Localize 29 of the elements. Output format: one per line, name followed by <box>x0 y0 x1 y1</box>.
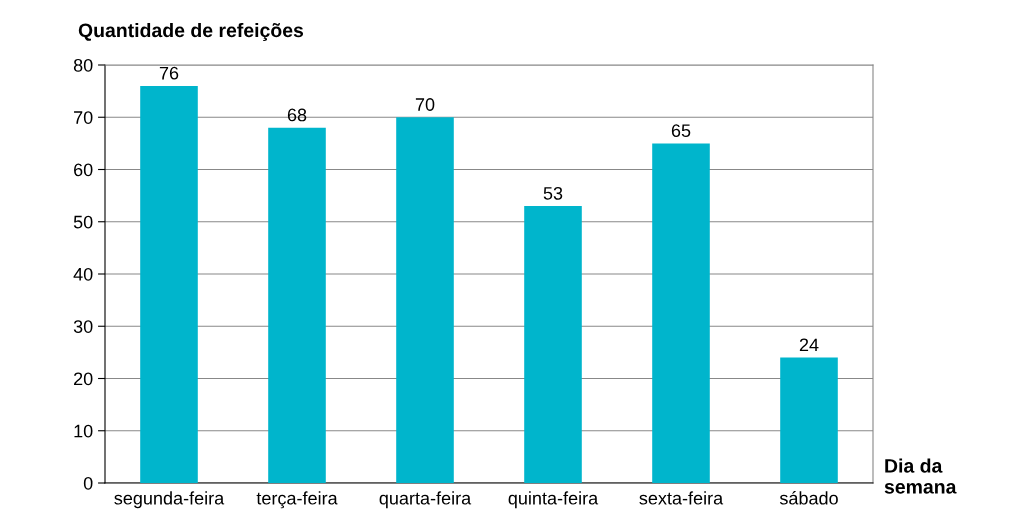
bar <box>140 85 198 483</box>
data-label: 76 <box>159 66 179 80</box>
y-tick-label: 70 <box>74 111 93 124</box>
data-label: 24 <box>799 338 819 352</box>
data-label: 53 <box>543 186 563 200</box>
x-tick-label: quinta-feira <box>508 491 599 509</box>
data-label: 70 <box>415 98 435 111</box>
x-tick-label: quarta-feira <box>379 491 472 509</box>
x-tick-label: terça-feira <box>256 491 338 509</box>
y-tick-label: 30 <box>73 320 93 333</box>
y-axis-title: Quantidade de refeições <box>78 22 304 42</box>
y-tick-label: 80 <box>73 58 93 72</box>
y-tick-label: 20 <box>74 372 93 386</box>
x-tick-label: sexta-feira <box>639 491 724 505</box>
bar <box>652 143 710 483</box>
bar <box>268 127 326 483</box>
y-tick-label: 0 <box>83 476 93 490</box>
bar <box>396 117 454 483</box>
x-tick-label: segunda-feira <box>114 491 225 509</box>
y-tick-label: 60 <box>74 163 93 177</box>
bar <box>780 357 838 483</box>
y-tick-label: 40 <box>73 267 93 281</box>
data-label: 68 <box>287 108 307 122</box>
data-label: 65 <box>671 124 691 138</box>
y-tick-label: 50 <box>73 215 93 229</box>
x-tick-label: sábado <box>779 491 838 505</box>
bar <box>524 206 582 483</box>
y-tick-label: 10 <box>74 424 93 438</box>
x-axis-title: Dia da semana <box>884 458 957 494</box>
